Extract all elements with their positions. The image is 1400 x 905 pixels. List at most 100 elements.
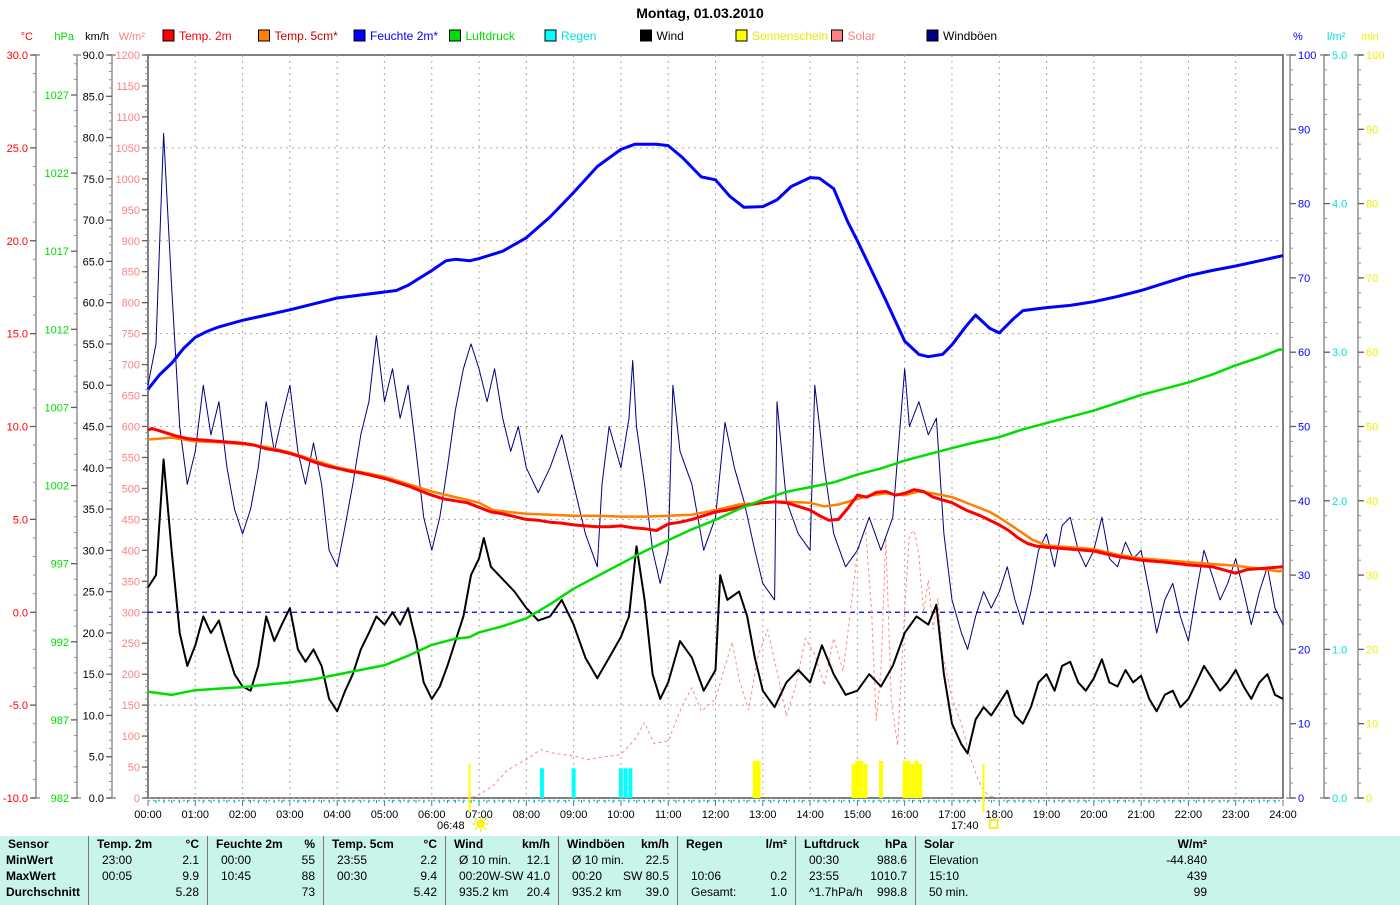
axis-tick-label-kmh: 35.0 <box>83 504 104 516</box>
axis-tick-label-degC: 10.0 <box>7 422 28 434</box>
series-bar-regen <box>618 768 623 798</box>
legend-label-1: Temp. 2m <box>179 29 232 43</box>
axis-tick-label-kmh: 30.0 <box>83 545 104 557</box>
x-tick-label: 19:00 <box>1033 809 1061 821</box>
axis-tick-label-wm2: 200 <box>122 669 140 681</box>
series-bar-sonnenschein <box>906 760 911 798</box>
axis-tick-label-lm2: 4.0 <box>1332 199 1347 211</box>
axis-unit-degC: °C <box>21 31 33 43</box>
axis-tick-label-pct: 100 <box>1298 50 1316 62</box>
row-label-maxwert: MaxWert <box>6 869 56 883</box>
table-min-wind: Ø 10 min. 12.1 <box>459 853 550 867</box>
x-tick-label: 13:00 <box>749 809 777 821</box>
x-tick-label: 01:00 <box>182 809 210 821</box>
legend-label-7: Sonnenschein <box>752 29 828 43</box>
axis-tick-label-kmh: 20.0 <box>83 628 104 640</box>
legend-label-8: Solar <box>848 29 876 43</box>
legend-swatch-7 <box>735 29 748 42</box>
axis-tick-label-wm2: 50 <box>128 762 140 774</box>
x-tick-label: 14:00 <box>796 809 824 821</box>
series-bar-regen <box>571 768 576 798</box>
axis-tick-label-kmh: 0.0 <box>89 793 104 805</box>
table-group-wind: Wind km/h Ø 10 min. 12.1 00:20 W-SW 41.0 935.2… <box>445 836 558 905</box>
axis-tick-label-lm2: 2.0 <box>1332 496 1347 508</box>
axis-tick-label-kmh: 5.0 <box>89 752 104 764</box>
series-bar-sonnenschein <box>863 763 868 798</box>
sunrise-sun-ray <box>474 827 478 831</box>
table-header-solar: Solar W/m² <box>924 837 1207 851</box>
axis-tick-label-pct: 20 <box>1298 644 1310 656</box>
axis-tick-label-hPa: 997 <box>51 559 69 571</box>
x-tick-label: 22:00 <box>1175 809 1203 821</box>
axis-tick-label-lm2: 1.0 <box>1332 644 1347 656</box>
axis-tick-label-wm2: 350 <box>122 576 140 588</box>
x-tick-label: 17:00 <box>938 809 966 821</box>
row-label-durchschnitt: Durchschnitt <box>6 885 81 899</box>
series-bar-sonnenschein <box>752 760 757 798</box>
series-bar-sonnenschein <box>851 763 856 798</box>
series-line-feuchte-2m- <box>146 142 1284 391</box>
axis-tick-label-degC: 15.0 <box>7 329 28 341</box>
axis-tick-label-pct: 80 <box>1298 199 1310 211</box>
legend-label-9: Windböen <box>943 29 997 43</box>
axis-tick-label-kmh: 70.0 <box>83 215 104 227</box>
axis-tick-label-minu: 0 <box>1366 793 1372 805</box>
x-tick-label: 07:00 <box>465 809 493 821</box>
axis-tick-label-wm2: 850 <box>122 267 140 279</box>
legend-label-4: Luftdruck <box>466 29 516 43</box>
legend-swatch-3 <box>353 29 366 42</box>
table-avg-wind: 935.2 km 20.4 <box>459 885 550 899</box>
axis-tick-label-kmh: 10.0 <box>83 710 104 722</box>
series-bar-regen <box>628 768 633 798</box>
sunrise-time: 06:48 <box>437 820 465 832</box>
x-tick-label: 11:00 <box>655 809 682 821</box>
axis-tick-label-kmh: 40.0 <box>83 463 104 475</box>
series-line-temp-2m <box>147 426 1284 575</box>
axis-tick-label-kmh: 15.0 <box>83 669 104 681</box>
table-max-solar: 15:10 439 <box>929 869 1207 883</box>
axis-tick-label-degC: -5.0 <box>9 700 28 712</box>
table-header-luftdruck: Luftdruck hPa <box>804 837 907 851</box>
axis-tick-label-pct: 50 <box>1298 422 1310 434</box>
sunset-time: 17:40 <box>951 820 979 832</box>
x-tick-label: 08:00 <box>513 809 541 821</box>
legend-swatch-9 <box>926 29 939 42</box>
legend-swatch-2 <box>258 29 270 42</box>
axis-tick-label-hPa: 1002 <box>45 481 69 493</box>
axis-tick-label-wm2: 750 <box>122 329 140 341</box>
table-min-temp-5cm: 23:55 2.2 <box>337 853 437 867</box>
legend-swatch-6 <box>640 29 652 42</box>
legend-label-5: Regen <box>561 29 596 43</box>
axis-tick-label-wm2: 800 <box>122 298 140 310</box>
table-avg-luftdruck: ^1.7hPa/h 998.8 <box>809 885 907 899</box>
x-tick-label: 00:00 <box>134 809 162 821</box>
series-bar-regen <box>623 768 628 798</box>
axis-tick-label-degC: 25.0 <box>7 143 28 155</box>
axis-tick-label-kmh: 85.0 <box>83 91 104 103</box>
row-label-sensor: Sensor <box>8 837 49 851</box>
page-title: Montag, 01.03.2010 <box>636 5 764 21</box>
axis-tick-label-wm2: 300 <box>122 607 140 619</box>
axis-tick-label-pct: 90 <box>1298 124 1310 136</box>
series-bar-sonnenschein <box>855 760 860 798</box>
axis-tick-label-kmh: 45.0 <box>83 422 104 434</box>
axis-unit-minu: min <box>1361 31 1379 43</box>
series-bar-sonnenschein <box>859 760 864 798</box>
x-tick-label: 06:00 <box>418 809 446 821</box>
axis-tick-label-degC: 20.0 <box>7 236 28 248</box>
table-group-regen: Regen l/m² 10:06 0.2 Gesamt: 1.0 <box>677 836 795 905</box>
table-min-luftdruck: 00:30 988.6 <box>809 853 907 867</box>
axis-tick-label-kmh: 55.0 <box>83 339 104 351</box>
legend-swatch-4 <box>449 29 461 42</box>
sunrise-sun-ray <box>483 827 487 831</box>
axis-tick-label-wm2: 400 <box>122 545 140 557</box>
axis-tick-label-hPa: 1022 <box>45 168 69 180</box>
axis-tick-label-minu: 30 <box>1366 570 1378 582</box>
axis-tick-label-pct: 70 <box>1298 273 1310 285</box>
axis-tick-label-degC: -10.0 <box>3 793 28 805</box>
table-max-regen: 10:06 0.2 <box>691 869 787 883</box>
x-tick-label: 21:00 <box>1127 809 1155 821</box>
axis-unit-kmh: km/h <box>85 31 109 43</box>
x-tick-label: 24:00 <box>1269 809 1297 821</box>
axis-tick-label-hPa: 1012 <box>45 324 69 336</box>
